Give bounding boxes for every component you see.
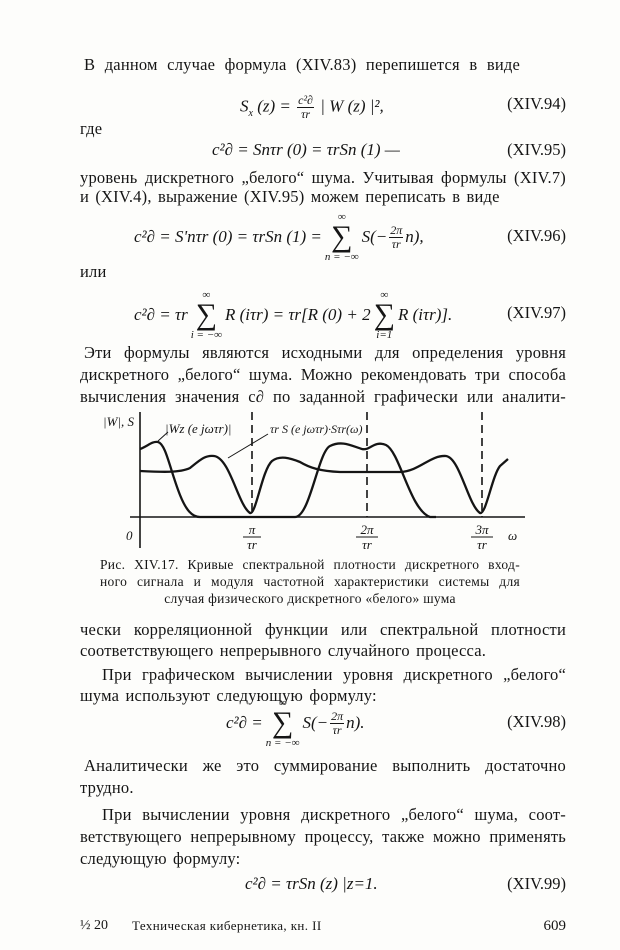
paragraph-line: ветствующего непрерывному процессу, такж… bbox=[80, 827, 566, 846]
sum-upper: ∞ bbox=[278, 697, 287, 709]
fraction: 2π τr bbox=[330, 708, 345, 737]
eq-part: c²∂ = S'nτr (0) = τrSn (1) = bbox=[134, 227, 322, 246]
eq-part: S(− bbox=[361, 227, 388, 246]
paragraph-line: Аналитически же это суммирование выполни… bbox=[84, 756, 566, 775]
eq-part: R (iτr) = τr[R (0) + 2 bbox=[224, 305, 371, 324]
sum-lower: n = −∞ bbox=[265, 737, 300, 749]
sum-upper: ∞ bbox=[337, 211, 346, 223]
figure-caption: Рис. XIV.17. Кривые спектральной плотнос… bbox=[100, 556, 520, 607]
summation: ∞ ∑ i=1 bbox=[374, 289, 395, 341]
paragraph-line: чески корреляционной функции или спектра… bbox=[80, 620, 566, 639]
curve-w-label: |Wz (e jωτr)| bbox=[165, 421, 231, 436]
denominator: τr bbox=[391, 236, 401, 251]
summation: ∞ ∑ n = −∞ bbox=[266, 697, 300, 749]
caption-line: Рис. XIV.17. Кривые спектральной плотнос… bbox=[100, 557, 520, 572]
equation-xiv-96: c²∂ = S'nτr (0) = τrSn (1) = ∞ ∑ n = −∞ S(… bbox=[134, 211, 424, 263]
eq-part: S bbox=[240, 96, 249, 116]
eq-part: R (iτr)]. bbox=[397, 305, 453, 324]
leader-line-w bbox=[157, 431, 169, 442]
paragraph-line: соответствующего непрерывного случайного… bbox=[80, 641, 487, 660]
paragraph-line: При графическом вычислении уровня дискре… bbox=[102, 665, 566, 684]
fraction: c²∂ τr bbox=[297, 94, 314, 121]
eq-part: (z) = bbox=[257, 96, 291, 116]
paragraph-line: шума используют следующую формулу: bbox=[80, 686, 377, 705]
sum-lower: n = −∞ bbox=[324, 251, 359, 263]
tick-numerator: 2π bbox=[360, 522, 374, 537]
curve-w-magnitude bbox=[139, 440, 436, 519]
sum-sign: ∑ bbox=[331, 220, 353, 253]
tick-denominator: τr bbox=[477, 537, 488, 552]
equation-number: (XIV.99) bbox=[507, 874, 566, 893]
equation-number: (XIV.96) bbox=[507, 226, 566, 245]
paragraph-line: или bbox=[80, 262, 107, 281]
fraction: 2π τr bbox=[389, 222, 404, 251]
tick-numerator: π bbox=[249, 522, 256, 537]
sum-upper: ∞ bbox=[380, 289, 389, 301]
figure-xiv-17: |W|, S |Wz (e jωτr)| τr S (e jωτr)·Sτr(ω… bbox=[103, 412, 525, 552]
tick-denominator: τr bbox=[247, 537, 258, 552]
eq-part: c²∂ = bbox=[226, 713, 263, 732]
paragraph-line: дискретного „белого“ шума. Можно рекомен… bbox=[80, 365, 566, 384]
paragraph-line: При вычислении уровня дискретного „белог… bbox=[102, 805, 566, 824]
paragraph-line: трудно. bbox=[80, 778, 134, 797]
tick-3pi: 3π τr bbox=[471, 522, 493, 552]
paragraph-line: вычисления значения c∂ по заданной графи… bbox=[80, 387, 566, 406]
paragraph-line: Эти формулы являются исходными для опред… bbox=[84, 343, 566, 362]
equation-number: (XIV.97) bbox=[507, 303, 566, 322]
curve-s-label: τr S (e jωτr)·Sτr(ω) bbox=[270, 422, 362, 436]
paragraph-line: уровень дискретного „белого“ шума. Учиты… bbox=[80, 168, 566, 187]
numerator: 2π bbox=[330, 708, 345, 724]
sum-sign: ∑ bbox=[373, 298, 395, 331]
equation-xiv-95: c²∂ = Snτr (0) = τrSn (1) — bbox=[212, 140, 400, 159]
equation-xiv-94: Sx (z) = c²∂ τr | W (z) |², bbox=[240, 94, 384, 124]
denominator: τr bbox=[301, 107, 311, 121]
equation-xiv-98: c²∂ = ∞ ∑ n = −∞ S(− 2π τr n). bbox=[226, 697, 365, 749]
denominator: τr bbox=[332, 722, 342, 737]
equation-number: (XIV.98) bbox=[507, 712, 566, 731]
paragraph-line: и (XIV.4), выражение (XIV.95) можем пере… bbox=[80, 187, 500, 206]
curve-s-spectral bbox=[139, 454, 509, 515]
equation-xiv-99: c²∂ = τrSn (z) |z=1. bbox=[245, 874, 378, 893]
y-axis-label: |W|, S bbox=[103, 414, 134, 429]
equation-xiv-97: c²∂ = τr ∞ ∑ i = −∞ R (iτr) = τr[R (0) + 2… bbox=[134, 289, 453, 341]
tick-denominator: τr bbox=[362, 537, 373, 552]
numerator: 2π bbox=[389, 222, 404, 238]
eq-part: n), bbox=[405, 227, 424, 246]
equation-number: (XIV.95) bbox=[507, 140, 566, 159]
paragraph-line: В данном случае формула (XIV.83) перепиш… bbox=[84, 55, 520, 74]
caption-line: ного сигнала и модуля частотной характер… bbox=[100, 574, 520, 589]
tick-numerator: 3π bbox=[474, 522, 489, 537]
eq-part: | W (z) |², bbox=[320, 96, 384, 116]
sum-sign: ∑ bbox=[195, 298, 218, 331]
footer-book-title: Техническая кибернетика, кн. II bbox=[132, 918, 322, 933]
tick-2pi: 2π τr bbox=[356, 522, 378, 552]
summation: ∞ ∑ i = −∞ bbox=[191, 289, 222, 341]
caption-line: случая физического дискретного «белого» … bbox=[164, 591, 456, 606]
eq-part: c²∂ = τr bbox=[134, 305, 188, 324]
footer-signature: ½ 20 bbox=[80, 918, 108, 933]
origin-label: 0 bbox=[126, 528, 133, 543]
sum-lower: i=1 bbox=[376, 329, 393, 341]
tick-pi: π τr bbox=[243, 522, 261, 552]
paragraph-line: следующую формулу: bbox=[80, 849, 241, 868]
summation: ∞ ∑ n = −∞ bbox=[325, 211, 359, 263]
equation-number: (XIV.94) bbox=[507, 94, 566, 113]
page-number: 609 bbox=[543, 918, 567, 934]
eq-part: S(− bbox=[302, 713, 329, 732]
eq-part: x bbox=[248, 107, 253, 119]
paragraph-line: где bbox=[80, 119, 103, 138]
leader-line-s bbox=[227, 433, 269, 459]
sum-upper: ∞ bbox=[202, 289, 211, 301]
numerator: c²∂ bbox=[297, 93, 314, 108]
eq-part: n). bbox=[346, 713, 365, 732]
sum-sign: ∑ bbox=[271, 706, 294, 739]
x-axis-label: ω bbox=[508, 528, 517, 543]
sum-lower: i = −∞ bbox=[190, 329, 222, 341]
